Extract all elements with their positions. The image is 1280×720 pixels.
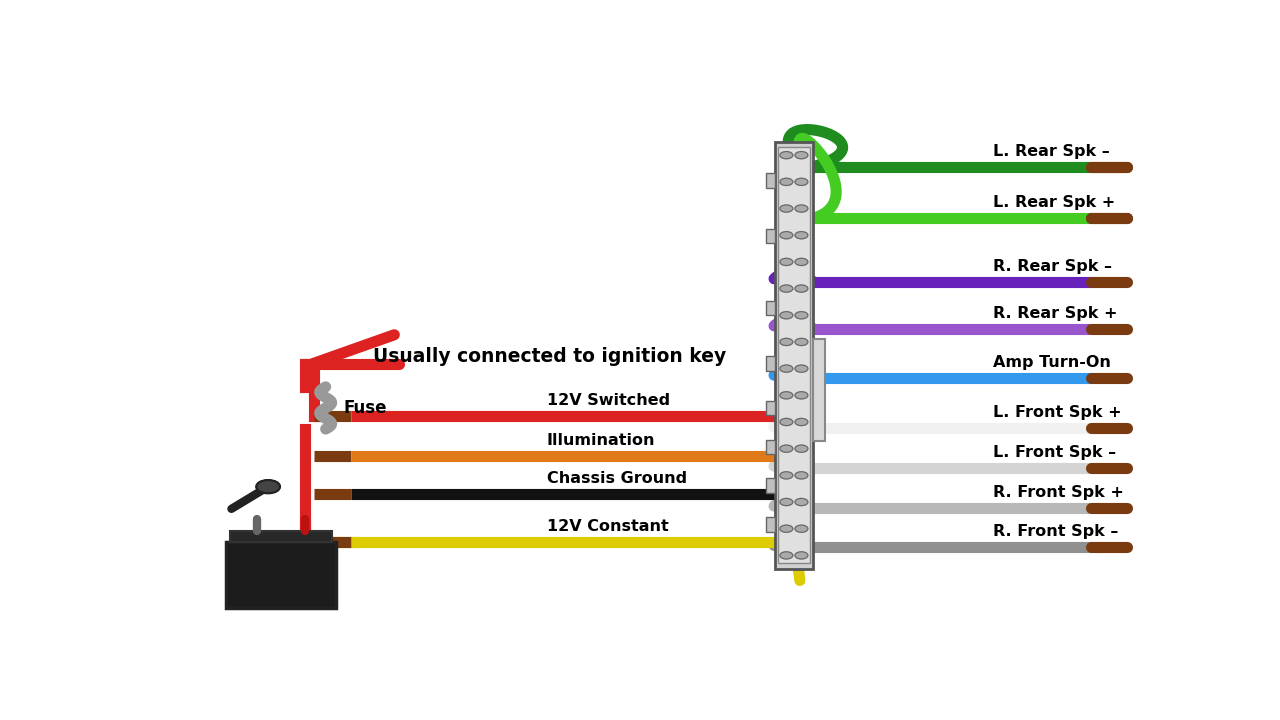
Circle shape bbox=[795, 525, 808, 532]
Circle shape bbox=[780, 525, 792, 532]
Circle shape bbox=[780, 152, 792, 159]
Circle shape bbox=[780, 258, 792, 266]
Text: Chassis Ground: Chassis Ground bbox=[547, 471, 687, 486]
Bar bbox=[767, 301, 776, 315]
Bar bbox=[227, 542, 335, 608]
Circle shape bbox=[795, 285, 808, 292]
Bar bbox=[767, 401, 776, 415]
Text: R. Rear Spk +: R. Rear Spk + bbox=[993, 306, 1117, 320]
Circle shape bbox=[780, 285, 792, 292]
Circle shape bbox=[780, 445, 792, 452]
Bar bbox=[767, 478, 776, 492]
Circle shape bbox=[795, 552, 808, 559]
Text: L. Front Spk +: L. Front Spk + bbox=[993, 405, 1121, 420]
Text: 12V Constant: 12V Constant bbox=[547, 519, 668, 534]
Circle shape bbox=[795, 392, 808, 399]
Circle shape bbox=[780, 312, 792, 319]
Circle shape bbox=[795, 338, 808, 346]
Bar bbox=[230, 531, 332, 542]
Circle shape bbox=[780, 472, 792, 479]
Circle shape bbox=[795, 179, 808, 186]
Circle shape bbox=[780, 365, 792, 372]
Bar bbox=[776, 142, 813, 569]
Bar bbox=[778, 148, 810, 563]
Circle shape bbox=[795, 312, 808, 319]
Circle shape bbox=[256, 480, 280, 493]
Circle shape bbox=[795, 152, 808, 159]
Text: Fuse: Fuse bbox=[343, 399, 387, 417]
Text: R. Front Spk –: R. Front Spk – bbox=[993, 524, 1119, 539]
Text: Illumination: Illumination bbox=[547, 433, 655, 448]
Bar bbox=[767, 517, 776, 531]
Text: 12V Switched: 12V Switched bbox=[547, 392, 669, 408]
Circle shape bbox=[795, 445, 808, 452]
Circle shape bbox=[795, 205, 808, 212]
Circle shape bbox=[780, 232, 792, 239]
Circle shape bbox=[795, 472, 808, 479]
Circle shape bbox=[795, 232, 808, 239]
Text: L. Rear Spk +: L. Rear Spk + bbox=[993, 195, 1116, 210]
Circle shape bbox=[795, 258, 808, 266]
Circle shape bbox=[795, 365, 808, 372]
Text: Usually connected to ignition key: Usually connected to ignition key bbox=[374, 347, 727, 366]
Circle shape bbox=[780, 552, 792, 559]
Circle shape bbox=[780, 392, 792, 399]
Bar bbox=[767, 356, 776, 371]
Text: L. Rear Spk –: L. Rear Spk – bbox=[993, 144, 1110, 159]
Circle shape bbox=[780, 338, 792, 346]
Bar bbox=[767, 439, 776, 454]
Circle shape bbox=[780, 418, 792, 426]
Circle shape bbox=[780, 179, 792, 186]
Bar bbox=[767, 174, 776, 188]
Text: Amp Turn-On: Amp Turn-On bbox=[993, 355, 1111, 370]
Text: R. Rear Spk –: R. Rear Spk – bbox=[993, 258, 1112, 274]
Circle shape bbox=[780, 498, 792, 505]
Circle shape bbox=[795, 498, 808, 505]
Bar bbox=[813, 338, 824, 441]
Text: L. Front Spk –: L. Front Spk – bbox=[993, 445, 1116, 460]
Bar bbox=[767, 229, 776, 243]
Circle shape bbox=[780, 205, 792, 212]
Text: R. Front Spk +: R. Front Spk + bbox=[993, 485, 1124, 500]
Circle shape bbox=[795, 418, 808, 426]
